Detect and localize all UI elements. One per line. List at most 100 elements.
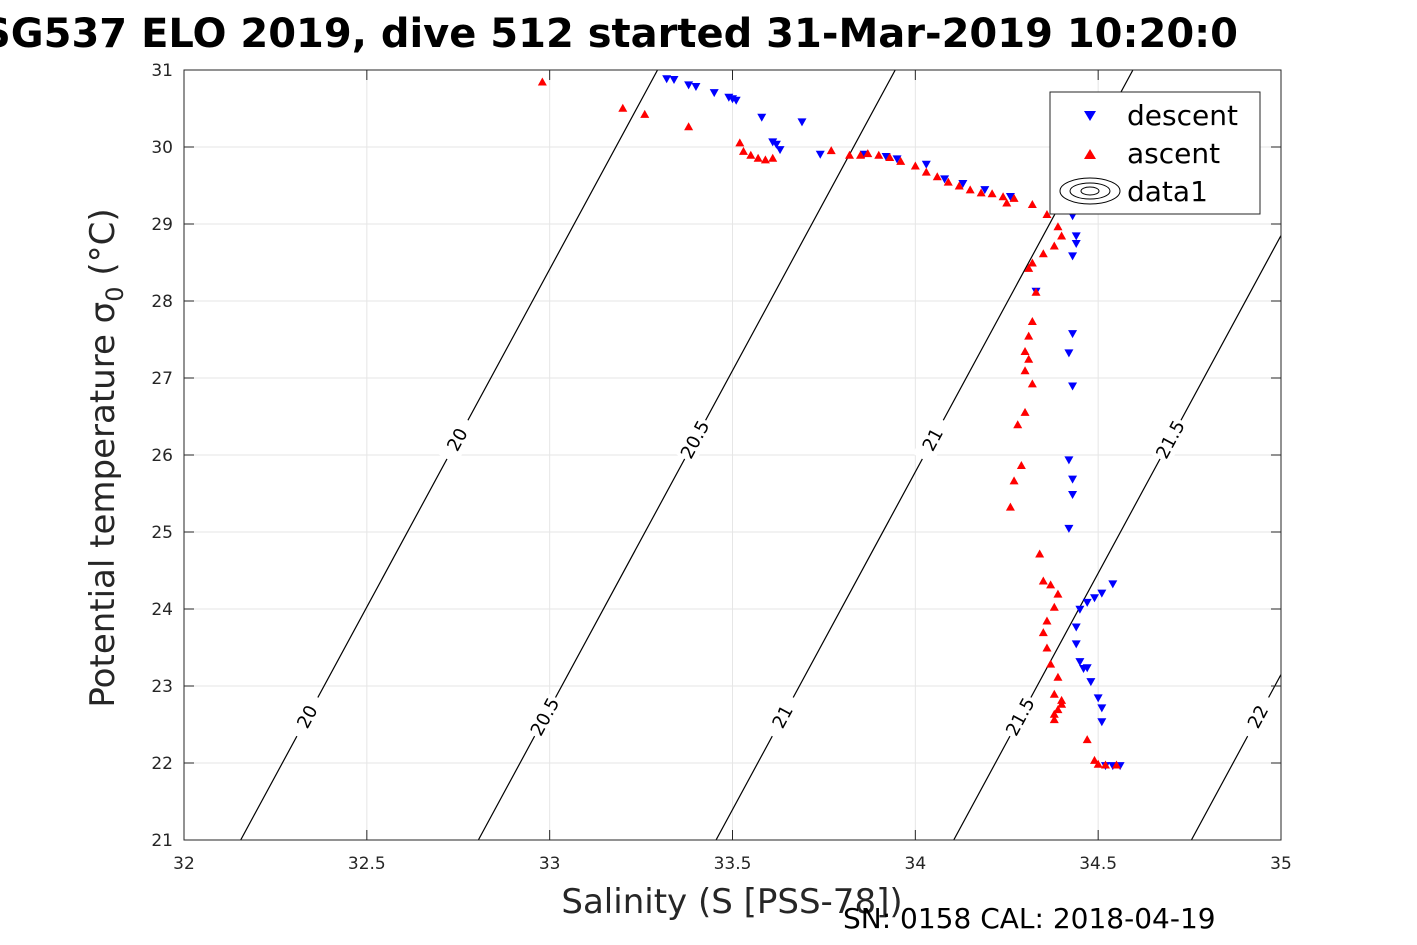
legend-descent-marker (1084, 111, 1096, 121)
y-tick-label: 27 (151, 369, 173, 389)
ascent-point (1042, 643, 1052, 652)
legend: descent ascent data1 (1049, 91, 1261, 215)
y-axis-label-text: Potential temperature (83, 334, 123, 707)
ascent-point (1053, 672, 1063, 681)
descent-point (921, 160, 931, 169)
ascent-point (1027, 317, 1037, 326)
y-tick-label: 24 (151, 600, 173, 620)
contour-label-bg (762, 692, 803, 742)
ascent-point (976, 188, 986, 197)
x-tick-label: 34 (905, 854, 927, 874)
descent-point (1097, 718, 1107, 727)
descent-point (1071, 232, 1081, 241)
ascent-point (1049, 709, 1059, 718)
descent-point (1071, 640, 1081, 649)
ascent-point (746, 150, 756, 159)
descent-point (775, 146, 785, 155)
y-tick-label: 30 (151, 138, 173, 158)
footer-serial-cal: SN: 0158 CAL: 2018-04-19 (843, 902, 1216, 935)
ascent-point (1027, 379, 1037, 388)
ascent-point (987, 189, 997, 198)
contour-label-bg (1150, 415, 1191, 465)
ascent-point (1090, 755, 1100, 764)
contour-label-bg (912, 415, 953, 465)
descent-point (1079, 665, 1089, 674)
descent-point (1097, 704, 1107, 713)
x-axis-label: Salinity (S [PSS-78]) (561, 882, 902, 922)
contour-label-bg (674, 415, 716, 465)
y-tick-label: 29 (151, 215, 173, 235)
descent-point (1082, 598, 1092, 607)
ascent-point (738, 146, 748, 155)
ascent-point (1020, 407, 1030, 416)
x-tick-label: 35 (1270, 854, 1292, 874)
x-tick-label: 33 (539, 854, 561, 874)
data-markers (537, 75, 1125, 771)
descent-point (669, 76, 679, 85)
ascent-point (885, 153, 895, 162)
x-tick-label: 33.5 (714, 854, 752, 874)
descent-point (662, 75, 672, 84)
ascent-point (998, 192, 1008, 201)
y-axis-label: Potential temperature σ0 (°C) (83, 208, 129, 707)
descent-point (1097, 589, 1107, 598)
ascent-point (855, 150, 865, 159)
ascent-point (1053, 222, 1063, 231)
ascent-point (1049, 715, 1059, 724)
ascent-point (684, 122, 694, 131)
descent-point (1064, 349, 1074, 358)
x-tick-label: 34.5 (1079, 854, 1117, 874)
ascent-point (1093, 759, 1103, 768)
y-tick-label: 26 (151, 446, 173, 466)
descent-point (1068, 382, 1078, 391)
ascent-point (1024, 263, 1034, 272)
descent-point (771, 140, 781, 149)
ascent-point (1038, 576, 1048, 585)
descent-point (731, 96, 741, 105)
ascent-point (1024, 354, 1034, 363)
chart-title: SG537 ELO 2019, dive 512 started 31-Mar-… (0, 11, 1238, 57)
legend-contour-icon (1059, 177, 1121, 205)
ascent-point (965, 185, 975, 194)
y-tick-label: 28 (151, 292, 173, 312)
descent-point (980, 186, 990, 195)
descent-point (958, 179, 968, 188)
y-axis-label-subscript: 0 (101, 286, 129, 301)
y-tick-label: 25 (151, 523, 173, 543)
ascent-point (1031, 287, 1041, 296)
legend-box (1049, 91, 1261, 215)
descent-point (684, 81, 694, 90)
ascent-point (1009, 193, 1019, 202)
y-tick-label: 22 (151, 754, 173, 774)
ascent-point (537, 77, 547, 86)
ascent-point (1053, 705, 1063, 714)
ascent-point (753, 153, 763, 162)
legend-ascent-marker (1084, 149, 1096, 159)
descent-point (1064, 456, 1074, 465)
descent-point (1090, 594, 1100, 603)
y-tick-label: 31 (151, 61, 173, 81)
ascent-point (1020, 347, 1030, 356)
ascent-point (874, 150, 884, 159)
descent-point (768, 138, 778, 147)
descent-point (1075, 658, 1085, 667)
ascent-point (1024, 331, 1034, 340)
x-tick-label: 32.5 (348, 854, 386, 874)
ascent-point (826, 146, 836, 155)
descent-point (1068, 475, 1078, 484)
ascent-point (1057, 231, 1067, 240)
ascent-point (954, 181, 964, 190)
ascent-point (910, 161, 920, 170)
descent-point (1086, 678, 1096, 687)
ascent-point (845, 150, 855, 159)
ascent-point (1100, 760, 1110, 769)
descent-point (892, 155, 902, 164)
descent-point (1005, 193, 1015, 202)
ascent-point (1046, 659, 1056, 668)
ascent-point (1042, 616, 1052, 625)
ascent-point (1009, 476, 1019, 485)
ascent-point (735, 138, 745, 147)
descent-point (1068, 252, 1078, 261)
ascent-point (1020, 366, 1030, 375)
